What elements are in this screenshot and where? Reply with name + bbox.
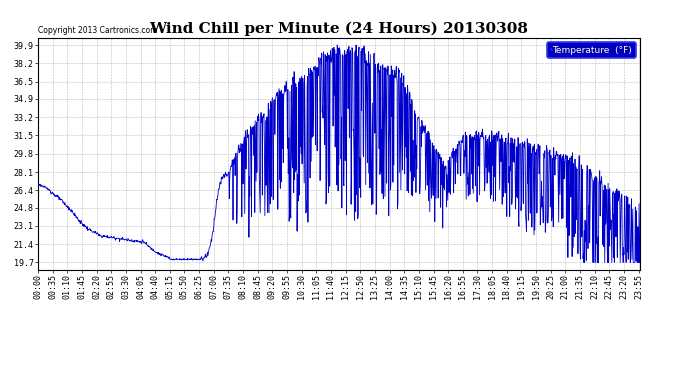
Text: Copyright 2013 Cartronics.com: Copyright 2013 Cartronics.com	[38, 26, 157, 35]
Title: Wind Chill per Minute (24 Hours) 20130308: Wind Chill per Minute (24 Hours) 2013030…	[150, 22, 529, 36]
Legend: Temperature  (°F): Temperature (°F)	[547, 42, 635, 58]
